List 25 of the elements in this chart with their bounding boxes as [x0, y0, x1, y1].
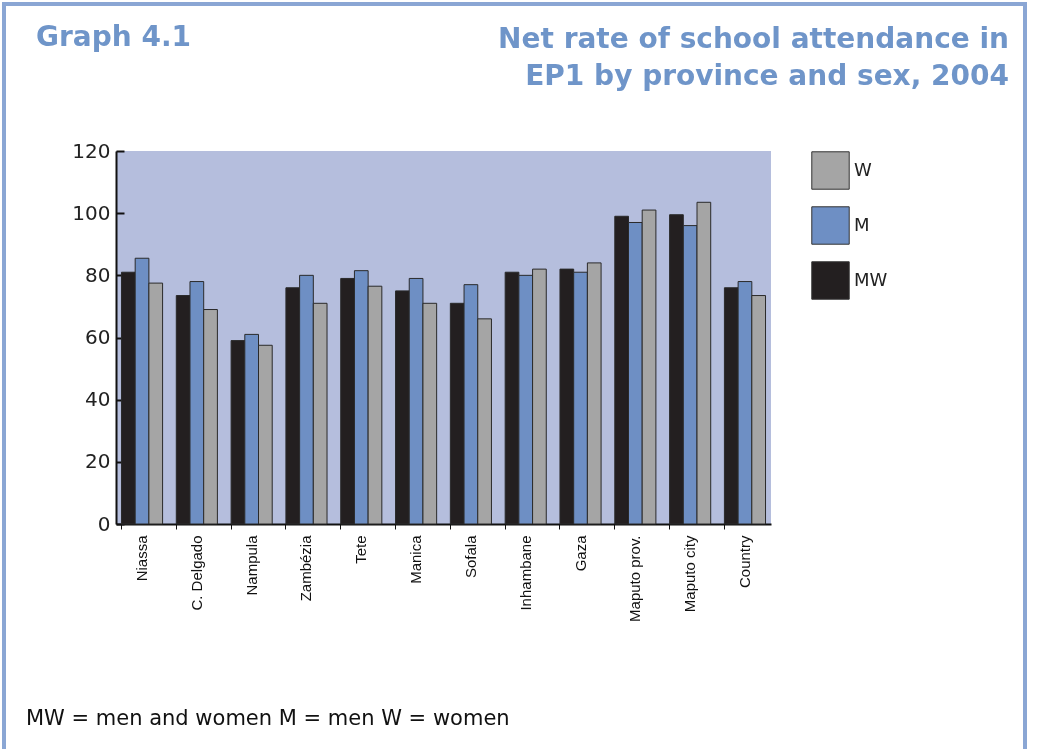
- x-tick-label: Inhambane: [516, 535, 534, 611]
- x-tick-label: Sofala: [461, 534, 479, 579]
- y-tick-label: 60: [85, 325, 111, 349]
- y-tick-label: 0: [97, 511, 111, 536]
- chart-title: Net rate of school attendance in EP1 by province and sex, 2004: [497, 21, 1009, 94]
- x-tick-label: C. Delgado: [187, 535, 205, 611]
- text: MW = men and women M = men W = women: [26, 706, 510, 730]
- y-tick-label: 100: [72, 200, 111, 225]
- y-tick-label: 20: [85, 449, 111, 474]
- x-tick-label: Manica: [407, 534, 425, 584]
- y-tick-label: 40: [85, 387, 111, 412]
- legend-label: MW: [854, 268, 888, 290]
- x-tick-label: Nampula: [242, 534, 260, 596]
- chart-subtitle: Graph 4.1: [36, 20, 192, 53]
- y-tick-label: 80: [85, 262, 111, 287]
- legend-label: W: [854, 158, 872, 180]
- y-tick-label: 120: [72, 138, 111, 163]
- x-tick-label: Maputo city: [681, 535, 699, 613]
- x-tick-label: Tete: [352, 535, 370, 564]
- x-tick-label: Maputo prov.: [626, 535, 644, 622]
- x-tick-label: Niassa: [133, 534, 151, 582]
- legend-label: M: [854, 213, 870, 235]
- x-tick-label: Zambézia: [297, 534, 315, 602]
- x-tick-label: Country: [735, 535, 753, 589]
- x-tick-label: Gaza: [571, 534, 589, 572]
